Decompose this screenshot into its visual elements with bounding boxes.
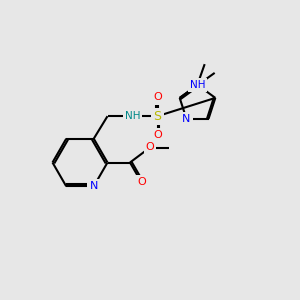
- Text: O: O: [153, 92, 162, 102]
- Text: N: N: [182, 114, 191, 124]
- Text: NH: NH: [190, 80, 205, 90]
- Text: S: S: [154, 110, 161, 123]
- Text: N: N: [90, 181, 98, 191]
- Text: O: O: [146, 142, 154, 152]
- Text: O: O: [153, 130, 162, 140]
- Text: O: O: [137, 177, 146, 187]
- Text: NH: NH: [125, 111, 140, 121]
